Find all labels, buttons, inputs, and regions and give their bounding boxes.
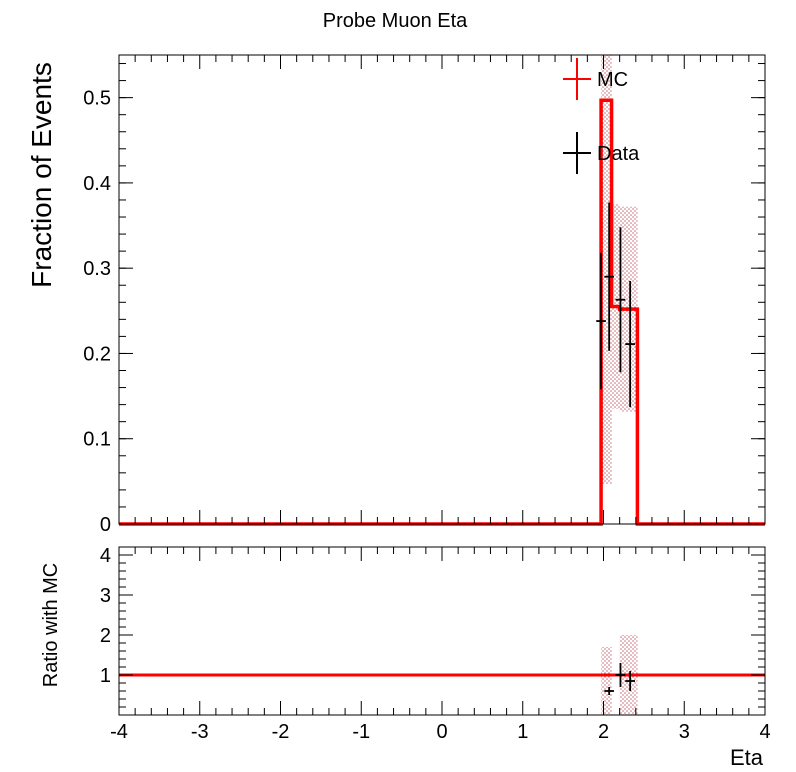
x-tick-label: -2	[272, 721, 290, 743]
x-tick-label: -4	[110, 721, 128, 743]
y-tick-label: 0.2	[83, 343, 111, 365]
chart-title: Probe Muon Eta	[323, 10, 468, 32]
top-plot-frame	[118, 54, 766, 525]
bottom-y-axis: 1 2 3 4	[100, 545, 765, 708]
y-tick-label: 4	[100, 545, 111, 567]
bottom-x-axis: -4 -3 -2 -1 0 1 2 3 4	[110, 547, 771, 743]
legend-data-label: Data	[597, 143, 640, 165]
data-point	[625, 280, 635, 408]
y-axis-label-top: Fraction of Events	[26, 62, 57, 288]
bottom-plot-frame	[118, 546, 766, 716]
y-tick-label: 0.5	[83, 88, 111, 110]
ratio-band-bin	[601, 647, 612, 715]
x-tick-label: -3	[191, 721, 209, 743]
y-axis-label-bottom: Ratio with MC	[40, 563, 62, 687]
legend-entry-mc: MC	[563, 58, 628, 100]
x-tick-label: 3	[679, 721, 690, 743]
data-point	[604, 202, 614, 351]
ratio-data-points	[604, 663, 635, 695]
legend: MC Data	[563, 58, 640, 174]
data-points	[596, 202, 635, 408]
top-y-axis: 0 0.1 0.2 0.3 0.4 0.5	[83, 63, 765, 536]
data-point	[596, 252, 606, 390]
legend-mc-label: MC	[597, 69, 628, 91]
mc-histogram-line	[119, 98, 765, 526]
data-point	[615, 227, 626, 373]
ratio-point	[625, 671, 635, 691]
y-tick-label: 2	[100, 625, 111, 647]
y-tick-label: 1	[100, 665, 111, 687]
x-tick-label: -1	[352, 721, 370, 743]
y-tick-label: 0.4	[83, 173, 111, 195]
x-tick-label: 2	[598, 721, 609, 743]
y-tick-label: 0.1	[83, 429, 111, 451]
y-tick-label: 3	[100, 585, 111, 607]
y-tick-label: 0.3	[83, 258, 111, 280]
legend-entry-data: Data	[563, 132, 640, 174]
y-tick-label: 0	[100, 514, 111, 536]
bottom-panel: 1 2 3 4 -4 -3 -2 -1 0 1 2 3 4 Ratio with MC	[40, 545, 771, 743]
mc-band-bin	[601, 55, 612, 484]
mc-histogram	[119, 98, 765, 526]
top-panel: 0 0.1 0.2 0.3 0.4 0.5 Fraction of Events MC D…	[26, 54, 766, 536]
x-axis-label: Eta	[730, 745, 764, 770]
mc-uncertainty-band	[601, 55, 638, 484]
x-tick-label: 4	[759, 721, 770, 743]
x-tick-label: 0	[436, 721, 447, 743]
ratio-point	[604, 687, 614, 695]
x-tick-label: 1	[517, 721, 528, 743]
top-x-axis-ticks	[118, 55, 766, 524]
ratio-point	[615, 663, 626, 687]
